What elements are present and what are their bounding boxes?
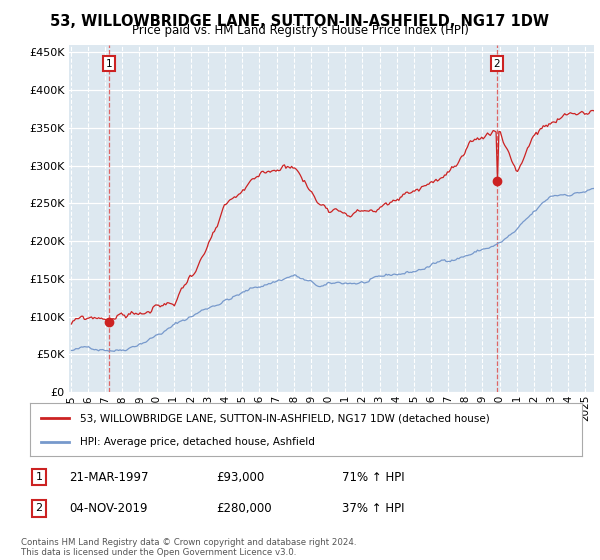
- Text: 53, WILLOWBRIDGE LANE, SUTTON-IN-ASHFIELD, NG17 1DW (detached house): 53, WILLOWBRIDGE LANE, SUTTON-IN-ASHFIEL…: [80, 413, 490, 423]
- Text: Contains HM Land Registry data © Crown copyright and database right 2024.
This d: Contains HM Land Registry data © Crown c…: [21, 538, 356, 557]
- Text: 71% ↑ HPI: 71% ↑ HPI: [342, 470, 404, 484]
- Text: Price paid vs. HM Land Registry's House Price Index (HPI): Price paid vs. HM Land Registry's House …: [131, 24, 469, 37]
- Text: 2: 2: [494, 59, 500, 69]
- Text: 21-MAR-1997: 21-MAR-1997: [69, 470, 149, 484]
- Text: 1: 1: [35, 472, 43, 482]
- Text: 1: 1: [106, 59, 112, 69]
- Text: 2: 2: [35, 503, 43, 514]
- Text: HPI: Average price, detached house, Ashfield: HPI: Average price, detached house, Ashf…: [80, 436, 314, 446]
- Text: 37% ↑ HPI: 37% ↑ HPI: [342, 502, 404, 515]
- Text: 04-NOV-2019: 04-NOV-2019: [69, 502, 148, 515]
- Text: £93,000: £93,000: [216, 470, 264, 484]
- Text: 53, WILLOWBRIDGE LANE, SUTTON-IN-ASHFIELD, NG17 1DW: 53, WILLOWBRIDGE LANE, SUTTON-IN-ASHFIEL…: [50, 14, 550, 29]
- Text: £280,000: £280,000: [216, 502, 272, 515]
